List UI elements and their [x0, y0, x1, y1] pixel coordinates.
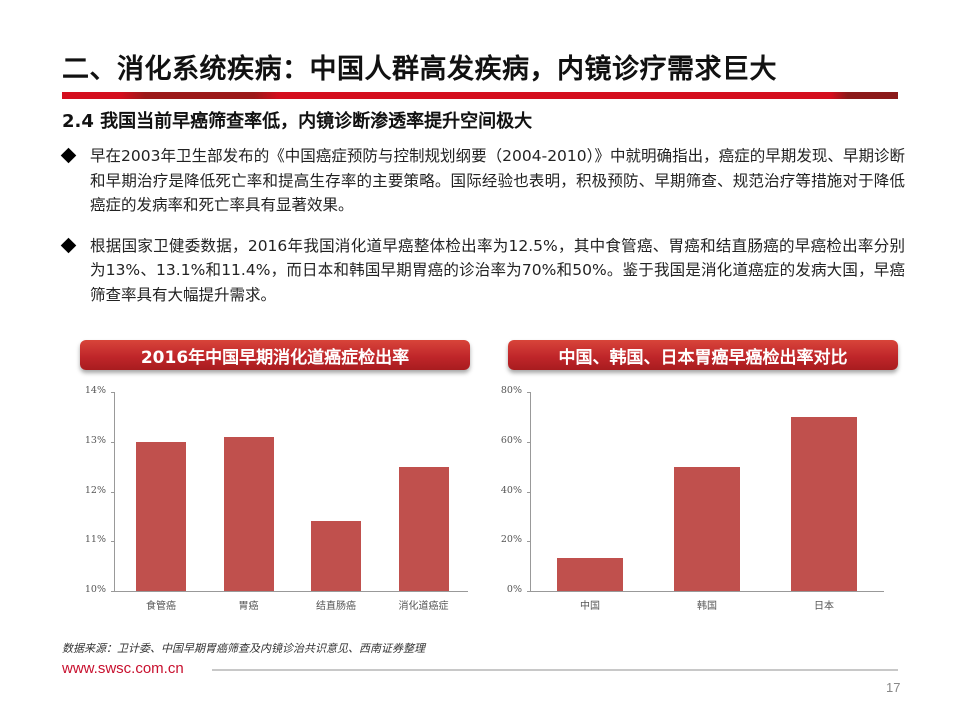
bar: [223, 436, 274, 591]
website-link[interactable]: www.swsc.com.cn: [62, 660, 184, 677]
bullet-list: 早在2003年卫生部发布的《中国癌症预防与控制规划纲要（2004-2010）》中…: [60, 144, 905, 323]
chart-1-header: 2016年中国早期消化道癌症检出率: [80, 340, 470, 370]
x-category-label: 中国: [580, 601, 600, 612]
bar: [311, 521, 361, 591]
page-number: 17: [886, 680, 901, 695]
bullet-item: 早在2003年卫生部发布的《中国癌症预防与控制规划纲要（2004-2010）》中…: [60, 144, 905, 218]
chart-2-header: 中国、韩国、日本胃癌早癌检出率对比: [508, 340, 898, 370]
y-tick-label: 0%: [506, 584, 522, 595]
x-category-label: 消化道癌症: [398, 601, 449, 612]
y-tick-label: 40%: [500, 484, 522, 496]
bullet-text: 根据国家卫健委数据，2016年我国消化道早癌整体检出率为12.5%，其中食管癌、…: [90, 236, 905, 304]
y-tick-label: 60%: [500, 434, 522, 446]
bullet-text: 早在2003年卫生部发布的《中国癌症预防与控制规划纲要（2004-2010）》中…: [90, 147, 905, 214]
y-tick-label: 20%: [500, 534, 522, 546]
y-tick: [527, 541, 531, 543]
y-tick: [111, 541, 115, 543]
bar: [674, 466, 740, 591]
x-category-label: 日本: [814, 601, 834, 612]
y-tick-label: 12%: [84, 484, 106, 496]
x-category-label: 韩国: [697, 601, 717, 612]
y-tick-label: 11%: [84, 534, 106, 546]
bar: [791, 416, 857, 591]
y-tick: [111, 491, 115, 493]
y-tick: [111, 591, 115, 592]
title-divider-bar: [62, 92, 898, 99]
y-tick-label: 13%: [84, 434, 106, 446]
x-axis: [530, 591, 884, 592]
y-tick-label: 10%: [84, 584, 106, 595]
y-tick: [527, 441, 531, 443]
bar: [136, 441, 186, 591]
y-tick: [527, 591, 531, 592]
y-tick: [111, 392, 115, 393]
x-axis: [114, 591, 468, 592]
x-category-label: 结直肠癌: [316, 601, 356, 612]
y-tick: [111, 441, 115, 443]
bar: [557, 558, 623, 591]
y-tick-label: 80%: [500, 385, 522, 396]
footer-divider: [212, 669, 898, 671]
x-category-label: 食管癌: [146, 601, 176, 612]
data-source-note: 数据来源：卫计委、中国早期胃癌筛查及内镜诊治共识意见、西南证券整理: [62, 642, 425, 655]
y-tick-label: 14%: [84, 385, 106, 396]
bar: [398, 466, 449, 591]
y-tick: [527, 392, 531, 393]
bullet-item: 根据国家卫健委数据，2016年我国消化道早癌整体检出率为12.5%，其中食管癌、…: [60, 234, 905, 308]
x-category-label: 胃癌: [238, 601, 259, 612]
y-tick: [527, 491, 531, 493]
section-subtitle: 2.4 我国当前早癌筛查率低，内镜诊断渗透率提升空间极大: [62, 111, 533, 132]
page-title: 二、消化系统疾病：中国人群高发疾病，内镜诊疗需求巨大: [62, 54, 777, 85]
